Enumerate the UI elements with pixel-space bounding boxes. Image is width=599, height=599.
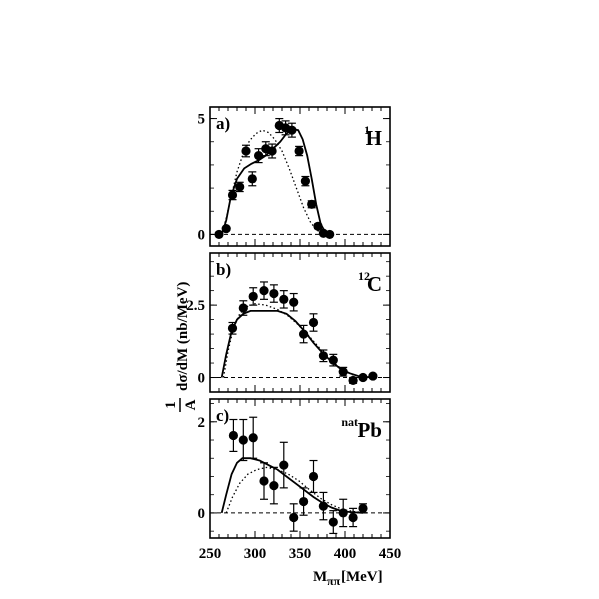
x-tick-label: 400 bbox=[334, 546, 357, 562]
y-frac-numerator: 1 bbox=[163, 401, 179, 409]
dotted-curve bbox=[221, 129, 326, 235]
data-point bbox=[221, 224, 231, 234]
x-axis-label-unit: [MeV] bbox=[341, 569, 383, 585]
x-tick-label: 300 bbox=[244, 546, 267, 562]
data-point bbox=[227, 323, 238, 333]
data-point bbox=[299, 496, 309, 507]
data-point bbox=[227, 190, 238, 200]
data-point bbox=[235, 182, 245, 192]
panel-label: a) bbox=[216, 114, 230, 133]
x-tick-label: 250 bbox=[199, 546, 222, 562]
solid-curve bbox=[220, 128, 330, 236]
data-point bbox=[299, 329, 309, 339]
nucleus-superscript: 1 bbox=[364, 123, 370, 137]
data-point bbox=[325, 229, 335, 240]
data-point bbox=[328, 355, 338, 365]
data-point bbox=[287, 125, 297, 135]
panel-b: 0 2.5 b) C12 bbox=[186, 252, 391, 393]
data-point bbox=[289, 512, 299, 523]
data-point bbox=[214, 229, 224, 240]
data-point bbox=[300, 176, 310, 186]
data-point bbox=[259, 476, 269, 486]
data-point bbox=[358, 503, 368, 513]
data-point bbox=[313, 221, 323, 231]
data-point bbox=[348, 512, 358, 523]
y-tick-label: 0 bbox=[198, 506, 206, 522]
data-point bbox=[259, 286, 269, 296]
data-point bbox=[308, 317, 319, 328]
y-tick-label: 5 bbox=[198, 112, 206, 128]
data-point bbox=[338, 508, 348, 518]
data-point bbox=[238, 303, 248, 313]
solid-curve bbox=[220, 310, 373, 379]
nucleus-label: H bbox=[366, 126, 382, 150]
data-point bbox=[279, 460, 289, 470]
x-axis-title: M ππ [MeV] bbox=[313, 569, 383, 588]
data-point bbox=[307, 199, 317, 209]
data-point bbox=[328, 517, 338, 527]
data-point bbox=[348, 375, 358, 386]
data-point bbox=[269, 288, 279, 299]
x-tick-label: 350 bbox=[289, 546, 312, 562]
data-point bbox=[248, 291, 258, 302]
panel-label: b) bbox=[216, 260, 231, 279]
nucleus-superscript: 12 bbox=[358, 269, 370, 283]
panel-frame bbox=[209, 106, 391, 247]
data-point bbox=[228, 430, 238, 441]
nucleus-superscript: nat bbox=[341, 415, 358, 429]
data-point bbox=[267, 146, 277, 156]
y-tick-label: 2.5 bbox=[186, 298, 205, 314]
x-tick-label: 450 bbox=[379, 546, 402, 562]
panel-label: c) bbox=[216, 406, 229, 425]
data-point bbox=[241, 146, 251, 156]
y-tick-label: 2 bbox=[198, 415, 206, 431]
data-point bbox=[318, 501, 328, 511]
x-axis-label-main: M bbox=[313, 569, 327, 585]
data-point bbox=[269, 480, 279, 491]
data-point bbox=[289, 297, 299, 307]
data-point bbox=[247, 174, 257, 184]
y-tick-label: 0 bbox=[198, 227, 206, 243]
data-point bbox=[254, 151, 264, 161]
panel-a: 0 5 a) H1 bbox=[198, 106, 391, 247]
dotted-curve bbox=[225, 466, 368, 514]
nucleus-label: C bbox=[367, 272, 382, 296]
data-point bbox=[279, 294, 289, 304]
data-point bbox=[248, 433, 258, 443]
data-point bbox=[308, 471, 319, 482]
y-axis-label-text: dσ/dM (nb/MeV) bbox=[175, 282, 191, 391]
y-tick-label: 0 bbox=[198, 371, 206, 387]
data-point bbox=[368, 371, 378, 381]
nucleus-label: Pb bbox=[357, 418, 382, 442]
data-point bbox=[358, 372, 368, 383]
data-point bbox=[294, 146, 304, 156]
x-axis-label-sub: ππ bbox=[327, 574, 341, 588]
solid-curve bbox=[220, 457, 364, 514]
y-axis-title: 1 A dσ/dM (nb/MeV) bbox=[163, 282, 199, 412]
data-point bbox=[238, 435, 248, 445]
y-frac-denominator: A bbox=[183, 399, 199, 410]
data-point bbox=[318, 351, 328, 361]
data-point bbox=[338, 367, 348, 377]
